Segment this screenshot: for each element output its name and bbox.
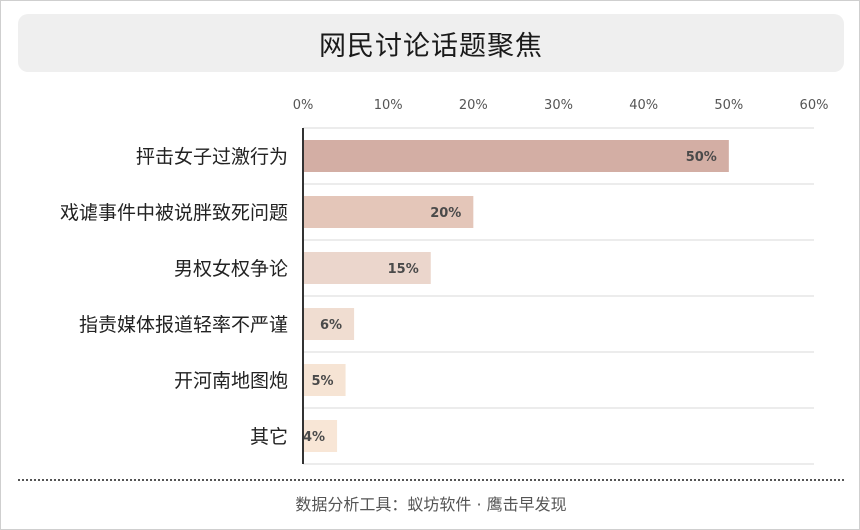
data-label: 20% (430, 206, 461, 221)
x-tick-label: 50% (714, 98, 743, 113)
x-tick-label: 10% (374, 98, 403, 113)
grid-layer (303, 127, 814, 465)
x-axis-ticks: 0% 10% 20% 30% 40% 50% 60% (293, 98, 829, 113)
title-bar: 网民讨论话题聚焦 (18, 14, 844, 72)
value-labels: 50% 20% 15% 6% 5% 4% (303, 150, 717, 445)
category-label: 抨击女子过激行为 (136, 146, 288, 168)
category-labels: 抨击女子过激行为戏谑事件中被说胖致死问题男权女权争论指责媒体报道轻率不严谨开河南… (60, 146, 288, 448)
data-label: 50% (686, 150, 717, 165)
data-label: 6% (320, 318, 342, 333)
data-label: 15% (388, 262, 419, 277)
footer-divider (18, 479, 844, 481)
x-tick-label: 20% (459, 98, 488, 113)
bar (304, 420, 338, 452)
bar (304, 308, 355, 340)
category-label: 开河南地图炮 (174, 370, 288, 392)
x-tick-label: 30% (544, 98, 573, 113)
category-label: 其它 (250, 426, 288, 448)
x-tick-label: 60% (800, 98, 829, 113)
bar (304, 140, 729, 172)
x-tick-label: 0% (293, 98, 314, 113)
source-note: 数据分析工具：蚁坊软件 · 鹰击早发现 (295, 495, 567, 514)
x-tick-label: 40% (629, 98, 658, 113)
chart-title: 网民讨论话题聚焦 (319, 30, 543, 62)
category-label: 男权女权争论 (174, 258, 288, 280)
bar (304, 252, 431, 284)
bar (304, 364, 346, 396)
category-label: 指责媒体报道轻率不严谨 (79, 314, 288, 336)
category-label: 戏谑事件中被说胖致死问题 (60, 202, 288, 224)
bar (304, 196, 474, 228)
bars (304, 140, 729, 452)
data-label: 4% (303, 430, 325, 445)
data-label: 5% (312, 374, 334, 389)
